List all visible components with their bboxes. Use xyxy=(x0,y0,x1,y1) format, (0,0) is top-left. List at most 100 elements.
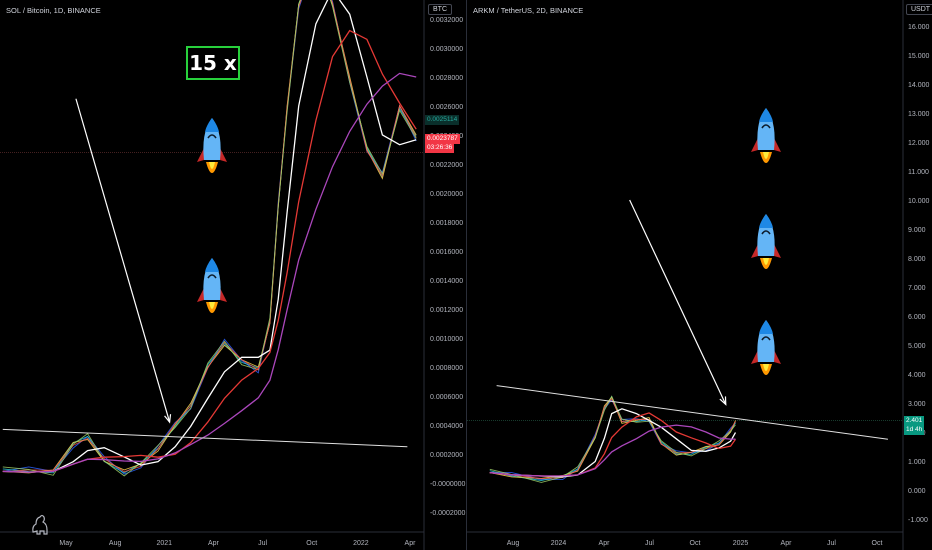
y-tick-label: -0.0000000 xyxy=(430,481,466,488)
y-tick-label: 5.000 xyxy=(908,343,926,350)
y-tick-label: 0.0008000 xyxy=(430,365,463,372)
rocket-fin xyxy=(751,138,758,152)
purple-moving-average xyxy=(489,424,736,477)
rocket-nose xyxy=(205,118,219,132)
rocket-fin xyxy=(774,244,781,258)
y-tick-label: 0.000 xyxy=(908,488,926,495)
red-moving-average xyxy=(489,412,737,477)
rocket-nose xyxy=(759,108,773,122)
price-axis xyxy=(903,0,932,550)
rocket-window xyxy=(761,336,771,341)
panel-divider[interactable] xyxy=(466,0,467,550)
y-tick-label: 0.0026000 xyxy=(430,104,463,111)
arkm-usdt-chart[interactable]: -1.0000.0001.0002.0003.0004.0005.0006.00… xyxy=(467,0,932,550)
arrow-head xyxy=(164,414,172,424)
rocket-window xyxy=(761,124,771,129)
rocket-icon xyxy=(751,320,781,375)
bar-countdown-label: 1d 4h xyxy=(904,425,925,435)
rocket-icon xyxy=(197,118,227,173)
white-moving-average xyxy=(2,0,417,473)
y-tick-label: -1.000 xyxy=(908,517,928,524)
multiplier-label: 15 x xyxy=(186,46,240,80)
rocket-icon xyxy=(751,214,781,269)
indicator-price-label: 0.0025114 xyxy=(425,115,460,125)
y-tick-label: 9.000 xyxy=(908,227,926,234)
rocket-fin xyxy=(751,350,758,364)
rocket-nose xyxy=(205,258,219,272)
x-tick-label: Oct xyxy=(306,540,317,547)
rocket-nose xyxy=(759,214,773,228)
x-tick-label: Jul xyxy=(827,540,836,547)
last-price-label: 2.401 xyxy=(904,416,925,426)
x-tick-label: Aug xyxy=(109,540,122,547)
y-tick-label: 13.000 xyxy=(908,111,930,118)
x-tick-label: May xyxy=(59,540,73,547)
rocket-fin xyxy=(220,288,227,302)
y-tick-label: 3.000 xyxy=(908,401,926,408)
y-tick-label: 15.000 xyxy=(908,53,930,60)
y-tick-label: 10.000 xyxy=(908,198,930,205)
last-price-label: 0.0023787 xyxy=(425,134,460,144)
x-tick-label: Jul xyxy=(258,540,267,547)
rocket-fin xyxy=(774,138,781,152)
y-tick-label: 0.0002000 xyxy=(430,452,463,459)
price-line xyxy=(2,0,417,473)
y-tick-label: 0.0032000 xyxy=(430,17,463,24)
x-tick-label: Apr xyxy=(208,540,220,547)
rocket-fin xyxy=(751,244,758,258)
y-tick-label: 0.0012000 xyxy=(430,307,463,314)
x-tick-label: Oct xyxy=(872,540,883,547)
y-tick-label: 14.000 xyxy=(908,82,930,89)
y-tick-label: 7.000 xyxy=(908,285,926,292)
price-line xyxy=(489,396,736,479)
rocket-window xyxy=(207,274,217,279)
y-tick-label: 0.0016000 xyxy=(430,249,463,256)
rocket-icon xyxy=(197,258,227,313)
y-tick-label: 0.0018000 xyxy=(430,220,463,227)
currency-button[interactable]: BTC xyxy=(428,4,452,15)
rocket-window xyxy=(761,230,771,235)
purple-moving-average xyxy=(2,72,417,473)
price-line xyxy=(2,0,417,477)
trendline xyxy=(496,385,889,440)
rocket-fin xyxy=(774,350,781,364)
price-axis xyxy=(424,0,466,550)
price-line xyxy=(489,397,736,480)
y-tick-label: 0.0028000 xyxy=(430,75,463,82)
chart-title: ARKM / TetherUS, 2D, BINANCE xyxy=(473,6,584,15)
x-tick-label: Apr xyxy=(599,540,611,547)
y-tick-label: 0.0030000 xyxy=(430,46,463,53)
rocket-window xyxy=(207,134,217,139)
currency-button[interactable]: USDT xyxy=(906,4,932,15)
tradingview-logo-icon[interactable] xyxy=(30,512,52,536)
x-tick-label: Jul xyxy=(645,540,654,547)
rocket-fin xyxy=(197,148,204,162)
white-moving-average xyxy=(489,408,737,478)
y-tick-label: 6.000 xyxy=(908,314,926,321)
rocket-icon xyxy=(751,108,781,163)
rocket-fin xyxy=(220,148,227,162)
arkm-usdt-chart-panel[interactable]: -1.0000.0001.0002.0003.0004.0005.0006.00… xyxy=(467,0,932,550)
y-tick-label: 0.0004000 xyxy=(430,423,463,430)
y-tick-label: 0.0010000 xyxy=(430,336,463,343)
price-line xyxy=(489,395,736,481)
sol-btc-chart[interactable]: -0.0002000 -0.0000000 0.0002000 0.0004000 0.… xyxy=(0,0,466,550)
bar-countdown-label: 03:26:36 xyxy=(425,143,455,153)
x-tick-label: Oct xyxy=(690,540,701,547)
y-tick-label: 16.000 xyxy=(908,24,930,31)
y-tick-label: 12.000 xyxy=(908,140,930,147)
y-tick-label: 4.000 xyxy=(908,372,926,379)
y-tick-label: -0.0002000 xyxy=(430,510,466,517)
x-tick-label: Aug xyxy=(507,540,520,547)
rocket-flame-core xyxy=(763,258,769,265)
x-tick-label: Apr xyxy=(405,540,417,547)
y-tick-label: 8.000 xyxy=(908,256,926,263)
arrow-head xyxy=(719,396,727,406)
sol-btc-chart-panel[interactable]: -0.0002000 -0.0000000 0.0002000 0.0004000 0.… xyxy=(0,0,466,550)
y-tick-label: 0.0006000 xyxy=(430,394,463,401)
y-tick-label: 1.000 xyxy=(908,459,926,466)
chart-title: SOL / Bitcoin, 1D, BINANCE xyxy=(6,6,101,15)
x-tick-label: Apr xyxy=(781,540,793,547)
rocket-fin xyxy=(197,288,204,302)
rocket-flame-core xyxy=(209,162,215,169)
